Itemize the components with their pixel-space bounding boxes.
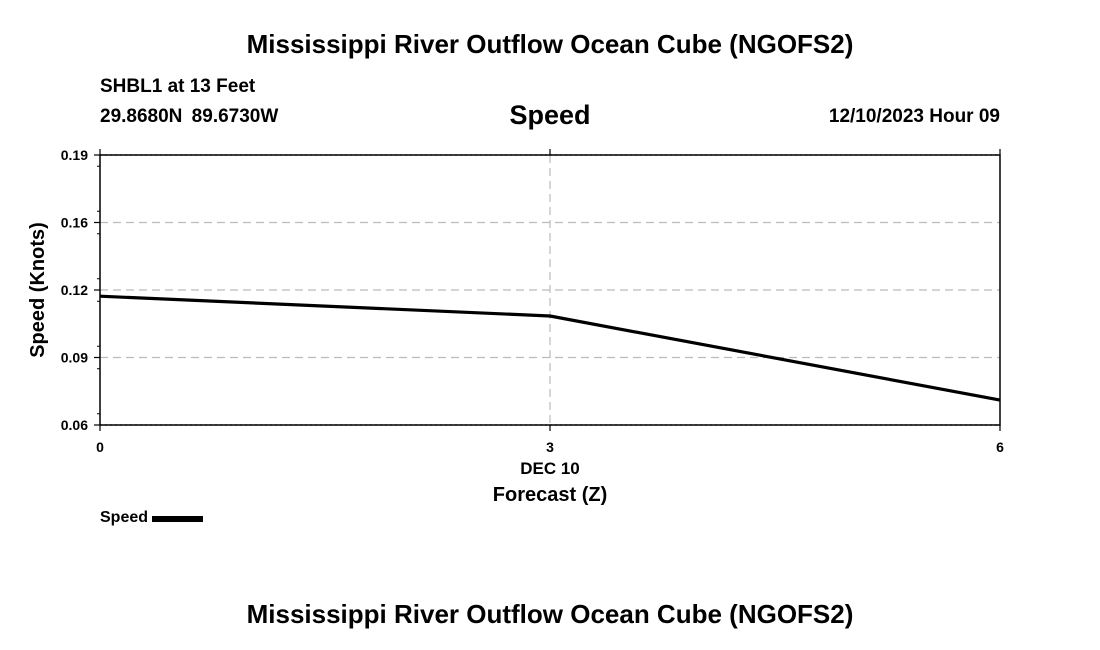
y-tick-label: 0.16 (61, 215, 88, 231)
x-date-label: DEC 10 (520, 459, 580, 478)
legend: Speed (100, 509, 204, 527)
x-tick-label: 0 (96, 439, 104, 455)
x-tick-label: 6 (996, 439, 1004, 455)
y-axis-label: Speed (Knots) (27, 222, 49, 358)
x-tick-label: 3 (546, 439, 554, 455)
x-axis-label: Forecast (Z) (493, 484, 607, 506)
tick-layer: 0.06 0.09 0.12 0.16 0.19 0 3 6 (61, 147, 1004, 455)
datetime-label: 12/10/2023 Hour 09 (828, 106, 1000, 127)
y-tick-label: 0.19 (61, 147, 88, 163)
y-tick-label: 0.12 (61, 282, 88, 298)
legend-label: Speed (100, 509, 149, 526)
page-title: Mississippi River Outflow Ocean Cube (NG… (246, 29, 854, 59)
grid-layer (100, 154, 1000, 426)
y-tick-label: 0.06 (61, 417, 88, 433)
legend-swatch (152, 516, 204, 522)
chart-title: Speed (509, 100, 591, 130)
series-line-speed (99, 294, 1001, 402)
coordinates-label: 29.8680N 89.6730W (100, 106, 279, 127)
station-label: SHBL1 at 13 Feet (100, 76, 256, 97)
footer-title: Mississippi River Outflow Ocean Cube (NG… (246, 599, 854, 629)
series-layer (99, 294, 1001, 402)
y-tick-label: 0.09 (61, 350, 88, 366)
